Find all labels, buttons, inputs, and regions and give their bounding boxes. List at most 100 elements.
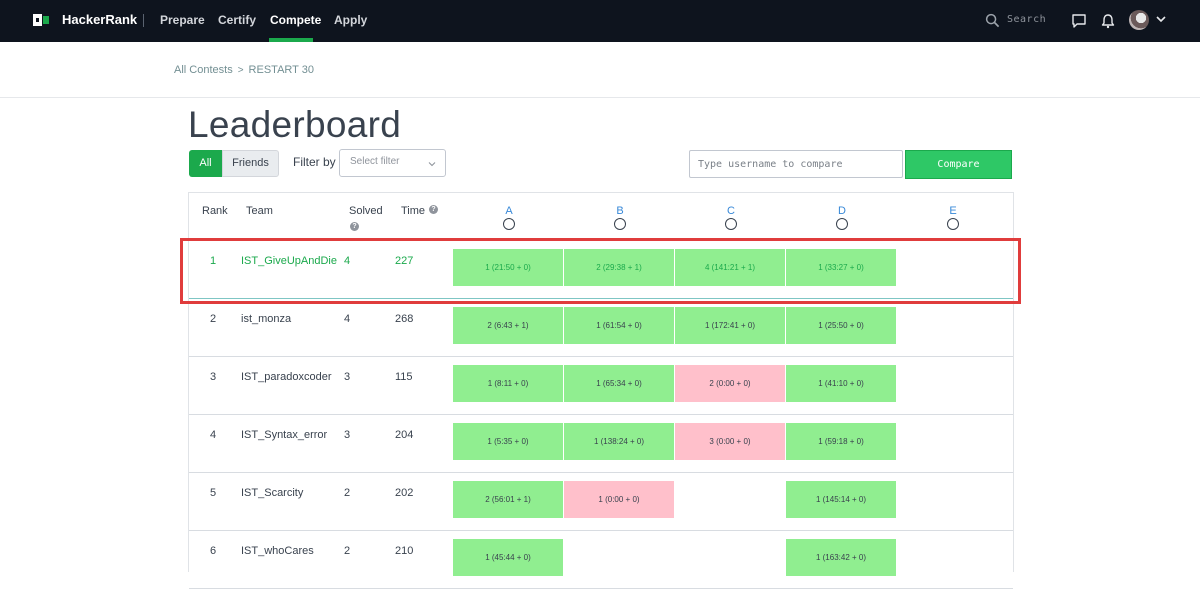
filter-select-placeholder: Select filter: [350, 156, 400, 167]
brand-name[interactable]: HackerRank: [62, 12, 138, 27]
rank-header[interactable]: Rank: [202, 205, 228, 217]
time-cell: 227: [395, 255, 414, 267]
breadcrumb: All Contests > RESTART 30: [174, 64, 314, 76]
highlight-box: [180, 238, 1021, 304]
submission-cell[interactable]: 2 (29:38 + 1): [564, 249, 674, 286]
all-filter-button[interactable]: All: [189, 150, 222, 177]
team-link[interactable]: IST_GiveUpAndDie: [241, 255, 337, 267]
submission-cell[interactable]: 1 (33:27 + 0): [786, 249, 896, 286]
submission-cell[interactable]: 2 (0:00 + 0): [675, 365, 785, 402]
filter-select[interactable]: Select filter: [339, 149, 446, 177]
team-link[interactable]: IST_Scarcity: [241, 487, 304, 499]
compare-username-input[interactable]: [689, 150, 903, 178]
time-cell: 210: [395, 545, 414, 557]
solved-cell: 3: [344, 371, 351, 383]
solved-cell: 2: [344, 487, 351, 499]
table-row[interactable]: 5 IST_Scarcity 2 202 2 (56:01 + 1) 1 (0:00 + …: [189, 473, 1013, 531]
hackerrank-logo-icon[interactable]: [33, 14, 49, 26]
breadcrumb-bar: All Contests > RESTART 30: [0, 42, 1200, 98]
solved-header[interactable]: Solved: [349, 205, 383, 217]
submission-cell[interactable]: 1 (0:00 + 0): [564, 481, 674, 518]
problem-header-e[interactable]: E: [943, 205, 963, 230]
submission-cell[interactable]: 1 (8:11 + 0): [453, 365, 563, 402]
problem-letter[interactable]: C: [727, 205, 735, 217]
active-nav-indicator: [269, 38, 313, 42]
help-icon[interactable]: ?: [350, 222, 359, 231]
rank-cell: 1: [210, 255, 217, 267]
submission-cell[interactable]: 1 (61:54 + 0): [564, 307, 674, 344]
breadcrumb-separator: >: [237, 65, 244, 76]
team-link[interactable]: IST_Syntax_error: [241, 429, 328, 441]
friends-filter-button[interactable]: Friends: [222, 150, 279, 177]
bell-icon[interactable]: [1099, 12, 1117, 30]
submission-cell[interactable]: 1 (145:14 + 0): [786, 481, 896, 518]
submission-cell[interactable]: 1 (25:50 + 0): [786, 307, 896, 344]
rank-cell: 3: [210, 371, 217, 383]
submission-cell[interactable]: 2 (6:43 + 1): [453, 307, 563, 344]
solved-cell: 4: [344, 313, 351, 325]
team-link[interactable]: IST_whoCares: [241, 545, 314, 557]
search-input[interactable]: Search: [1007, 14, 1047, 25]
breadcrumb-current[interactable]: RESTART 30: [248, 64, 314, 76]
rank-cell: 6: [210, 545, 217, 557]
table-row[interactable]: 3 IST_paradoxcoder 3 115 1 (8:11 + 0) 1 (65:3…: [189, 357, 1013, 415]
solved-cell: 4: [344, 255, 351, 267]
rank-cell: 5: [210, 487, 217, 499]
table-row[interactable]: 6 IST_whoCares 2 210 1 (45:44 + 0) 1 (163:42 …: [189, 531, 1013, 589]
filter-label: Filter by: [293, 155, 336, 169]
page-title: Leaderboard: [188, 104, 402, 145]
table-row[interactable]: 4 IST_Syntax_error 3 204 1 (5:35 + 0) 1 (138:…: [189, 415, 1013, 473]
team-header[interactable]: Team: [246, 205, 273, 217]
team-link[interactable]: ist_monza: [241, 313, 292, 325]
nav-item-apply[interactable]: Apply: [334, 13, 368, 27]
problem-radio[interactable]: [947, 218, 959, 230]
nav-item-prepare[interactable]: Prepare: [160, 13, 205, 27]
team-link[interactable]: IST_paradoxcoder: [241, 371, 332, 383]
submission-cell[interactable]: 2 (56:01 + 1): [453, 481, 563, 518]
problem-letter[interactable]: B: [616, 205, 624, 217]
time-cell: 115: [395, 371, 413, 383]
time-cell: 204: [395, 429, 414, 441]
chat-icon[interactable]: [1070, 12, 1088, 30]
solved-cell: 3: [344, 429, 351, 441]
submission-cell[interactable]: 1 (65:34 + 0): [564, 365, 674, 402]
submission-cell[interactable]: 4 (141:21 + 1): [675, 249, 785, 286]
problem-radio[interactable]: [614, 218, 626, 230]
table-row[interactable]: 2 ist_monza 4 268 2 (6:43 + 1) 1 (61:54 + 0) 1…: [189, 299, 1013, 357]
problem-header-d[interactable]: D: [832, 205, 852, 230]
time-cell: 202: [395, 487, 414, 499]
breadcrumb-all-contests[interactable]: All Contests: [174, 64, 233, 76]
problem-radio[interactable]: [725, 218, 737, 230]
nav-divider: [143, 14, 144, 27]
problem-letter[interactable]: E: [949, 205, 957, 217]
submission-cell[interactable]: 1 (41:10 + 0): [786, 365, 896, 402]
time-header[interactable]: Time: [401, 205, 426, 217]
time-cell: 268: [395, 313, 414, 325]
problem-radio[interactable]: [503, 218, 515, 230]
top-navbar: HackerRank Prepare Certify Compete Apply…: [0, 0, 1200, 42]
compare-button[interactable]: Compare: [905, 150, 1012, 179]
submission-cell[interactable]: 1 (172:41 + 0): [675, 307, 785, 344]
submission-cell[interactable]: 1 (21:50 + 0): [453, 249, 563, 286]
problem-radio[interactable]: [836, 218, 848, 230]
help-icon[interactable]: ?: [429, 205, 438, 214]
table-header: Rank Team Solved ? Time ? A B C D E: [189, 193, 1013, 240]
search-icon[interactable]: [985, 13, 1000, 28]
solved-cell: 2: [344, 545, 351, 557]
table-row[interactable]: 1 IST_GiveUpAndDie 4 227 1 (21:50 + 0) 2 (29:…: [189, 241, 1013, 299]
submission-cell[interactable]: 1 (59:18 + 0): [786, 423, 896, 460]
problem-letter[interactable]: D: [838, 205, 846, 217]
submission-cell[interactable]: 1 (5:35 + 0): [453, 423, 563, 460]
nav-item-compete[interactable]: Compete: [270, 13, 322, 27]
chevron-down-icon[interactable]: [1155, 13, 1167, 25]
rank-cell: 2: [210, 313, 217, 325]
nav-item-certify[interactable]: Certify: [218, 13, 257, 27]
avatar[interactable]: [1129, 10, 1149, 30]
problem-header-c[interactable]: C: [721, 205, 741, 230]
problem-header-b[interactable]: B: [610, 205, 630, 230]
chevron-down-icon: [428, 162, 436, 167]
problem-header-a[interactable]: A: [499, 205, 519, 230]
problem-letter[interactable]: A: [505, 205, 513, 217]
submission-cell[interactable]: 3 (0:00 + 0): [675, 423, 785, 460]
submission-cell[interactable]: 1 (138:24 + 0): [564, 423, 674, 460]
